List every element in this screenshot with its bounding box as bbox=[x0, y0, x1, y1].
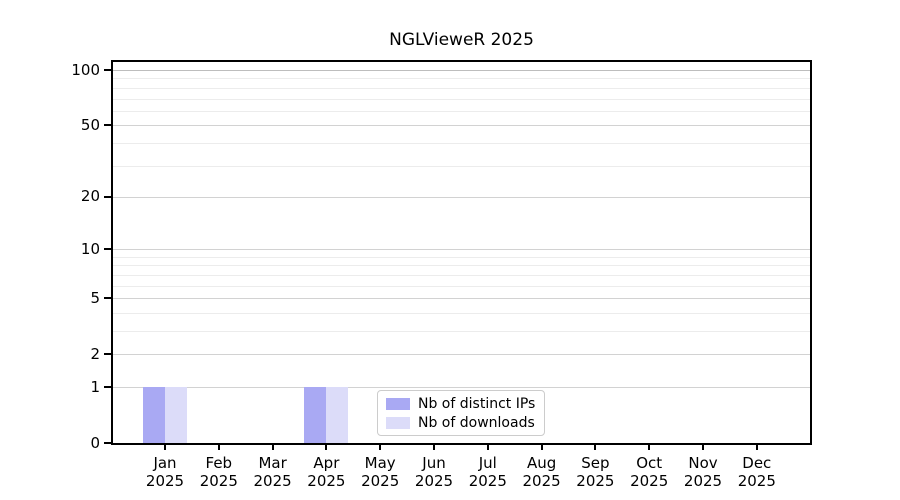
minor-gridline bbox=[113, 256, 810, 258]
y-axis-tick-mark bbox=[104, 124, 111, 127]
x-axis-tick-mark bbox=[648, 443, 651, 450]
x-axis-tick-label: May 2025 bbox=[361, 454, 400, 490]
legend: Nb of distinct IPs Nb of downloads bbox=[377, 390, 545, 436]
x-axis-tick-label: Mar 2025 bbox=[253, 454, 292, 490]
y-axis-tick-label: 5 bbox=[90, 288, 100, 307]
x-axis-tick-label: Aug 2025 bbox=[522, 454, 561, 490]
x-axis-tick-label: Oct 2025 bbox=[630, 454, 669, 490]
distinct-ips-swatch bbox=[386, 397, 410, 410]
y-axis-tick-label: 20 bbox=[80, 187, 100, 206]
x-axis-tick-mark bbox=[379, 443, 382, 450]
y-axis-tick-mark bbox=[104, 353, 111, 356]
x-axis-tick-label: Jan 2025 bbox=[145, 454, 185, 490]
x-axis-tick-mark bbox=[755, 443, 758, 450]
y-axis-tick-label: 0 bbox=[90, 433, 100, 452]
bar-downloads-jan bbox=[165, 387, 187, 443]
bar-downloads-apr bbox=[326, 387, 349, 443]
x-axis-tick-mark bbox=[325, 443, 328, 450]
downloads-swatch bbox=[386, 416, 410, 429]
major-gridline bbox=[113, 196, 810, 198]
y-axis-tick-mark bbox=[104, 442, 111, 444]
minor-gridline bbox=[113, 78, 810, 80]
y-axis-tick-label: 2 bbox=[90, 344, 100, 363]
bar-distinct-ips-apr bbox=[304, 387, 327, 443]
y-axis-tick-mark bbox=[104, 69, 111, 71]
x-axis-tick-mark bbox=[164, 443, 166, 450]
major-gridline bbox=[113, 125, 810, 127]
x-axis-tick-label: Jul 2025 bbox=[468, 454, 507, 490]
x-axis-tick-mark bbox=[594, 443, 597, 450]
x-axis-tick-mark bbox=[271, 443, 274, 450]
major-gridline bbox=[113, 298, 810, 300]
x-axis-tick-mark bbox=[433, 443, 435, 450]
x-axis-tick-label: Nov 2025 bbox=[683, 454, 723, 490]
minor-gridline bbox=[113, 165, 810, 167]
x-axis-tick-mark bbox=[540, 443, 543, 450]
bar-distinct-ips-jan bbox=[143, 387, 165, 443]
y-axis-tick-mark bbox=[104, 297, 111, 300]
plot-area bbox=[113, 62, 810, 443]
y-axis-tick-mark bbox=[104, 195, 111, 198]
y-axis-tick-label: 10 bbox=[80, 239, 100, 258]
major-gridline bbox=[113, 249, 810, 251]
y-axis-tick-mark bbox=[104, 386, 111, 388]
minor-gridline bbox=[113, 285, 810, 287]
x-axis-tick-mark bbox=[702, 443, 704, 450]
minor-gridline bbox=[113, 331, 810, 332]
major-gridline bbox=[113, 354, 810, 356]
chart-title: NGLVieweR 2025 bbox=[389, 30, 534, 50]
x-axis-tick-mark bbox=[486, 443, 489, 450]
minor-gridline bbox=[113, 110, 810, 112]
y-axis-tick-label: 100 bbox=[71, 60, 100, 79]
x-axis-tick-mark bbox=[217, 443, 220, 450]
minor-gridline bbox=[113, 142, 810, 144]
minor-gridline bbox=[113, 87, 810, 89]
y-axis-tick-mark bbox=[104, 248, 111, 251]
legend-item-distinct-ips: Nb of distinct IPs bbox=[386, 396, 536, 412]
x-axis-tick-label: Feb 2025 bbox=[199, 454, 238, 490]
minor-gridline bbox=[113, 274, 810, 276]
x-axis-tick-label: Jun 2025 bbox=[414, 454, 454, 490]
y-axis-tick-label: 50 bbox=[80, 115, 100, 134]
y-axis-tick-label: 1 bbox=[90, 377, 100, 396]
legend-label-downloads: Nb of downloads bbox=[418, 414, 535, 431]
minor-gridline bbox=[113, 312, 810, 314]
minor-gridline bbox=[113, 265, 810, 267]
minor-gridline bbox=[113, 98, 810, 100]
major-gridline bbox=[113, 70, 810, 71]
legend-label-distinct-ips: Nb of distinct IPs bbox=[418, 395, 536, 412]
x-axis-tick-label: Sep 2025 bbox=[576, 454, 615, 490]
major-gridline bbox=[113, 387, 810, 388]
legend-item-downloads: Nb of downloads bbox=[386, 415, 536, 431]
x-axis-tick-label: Apr 2025 bbox=[307, 454, 346, 490]
x-axis-tick-label: Dec 2025 bbox=[737, 454, 776, 490]
